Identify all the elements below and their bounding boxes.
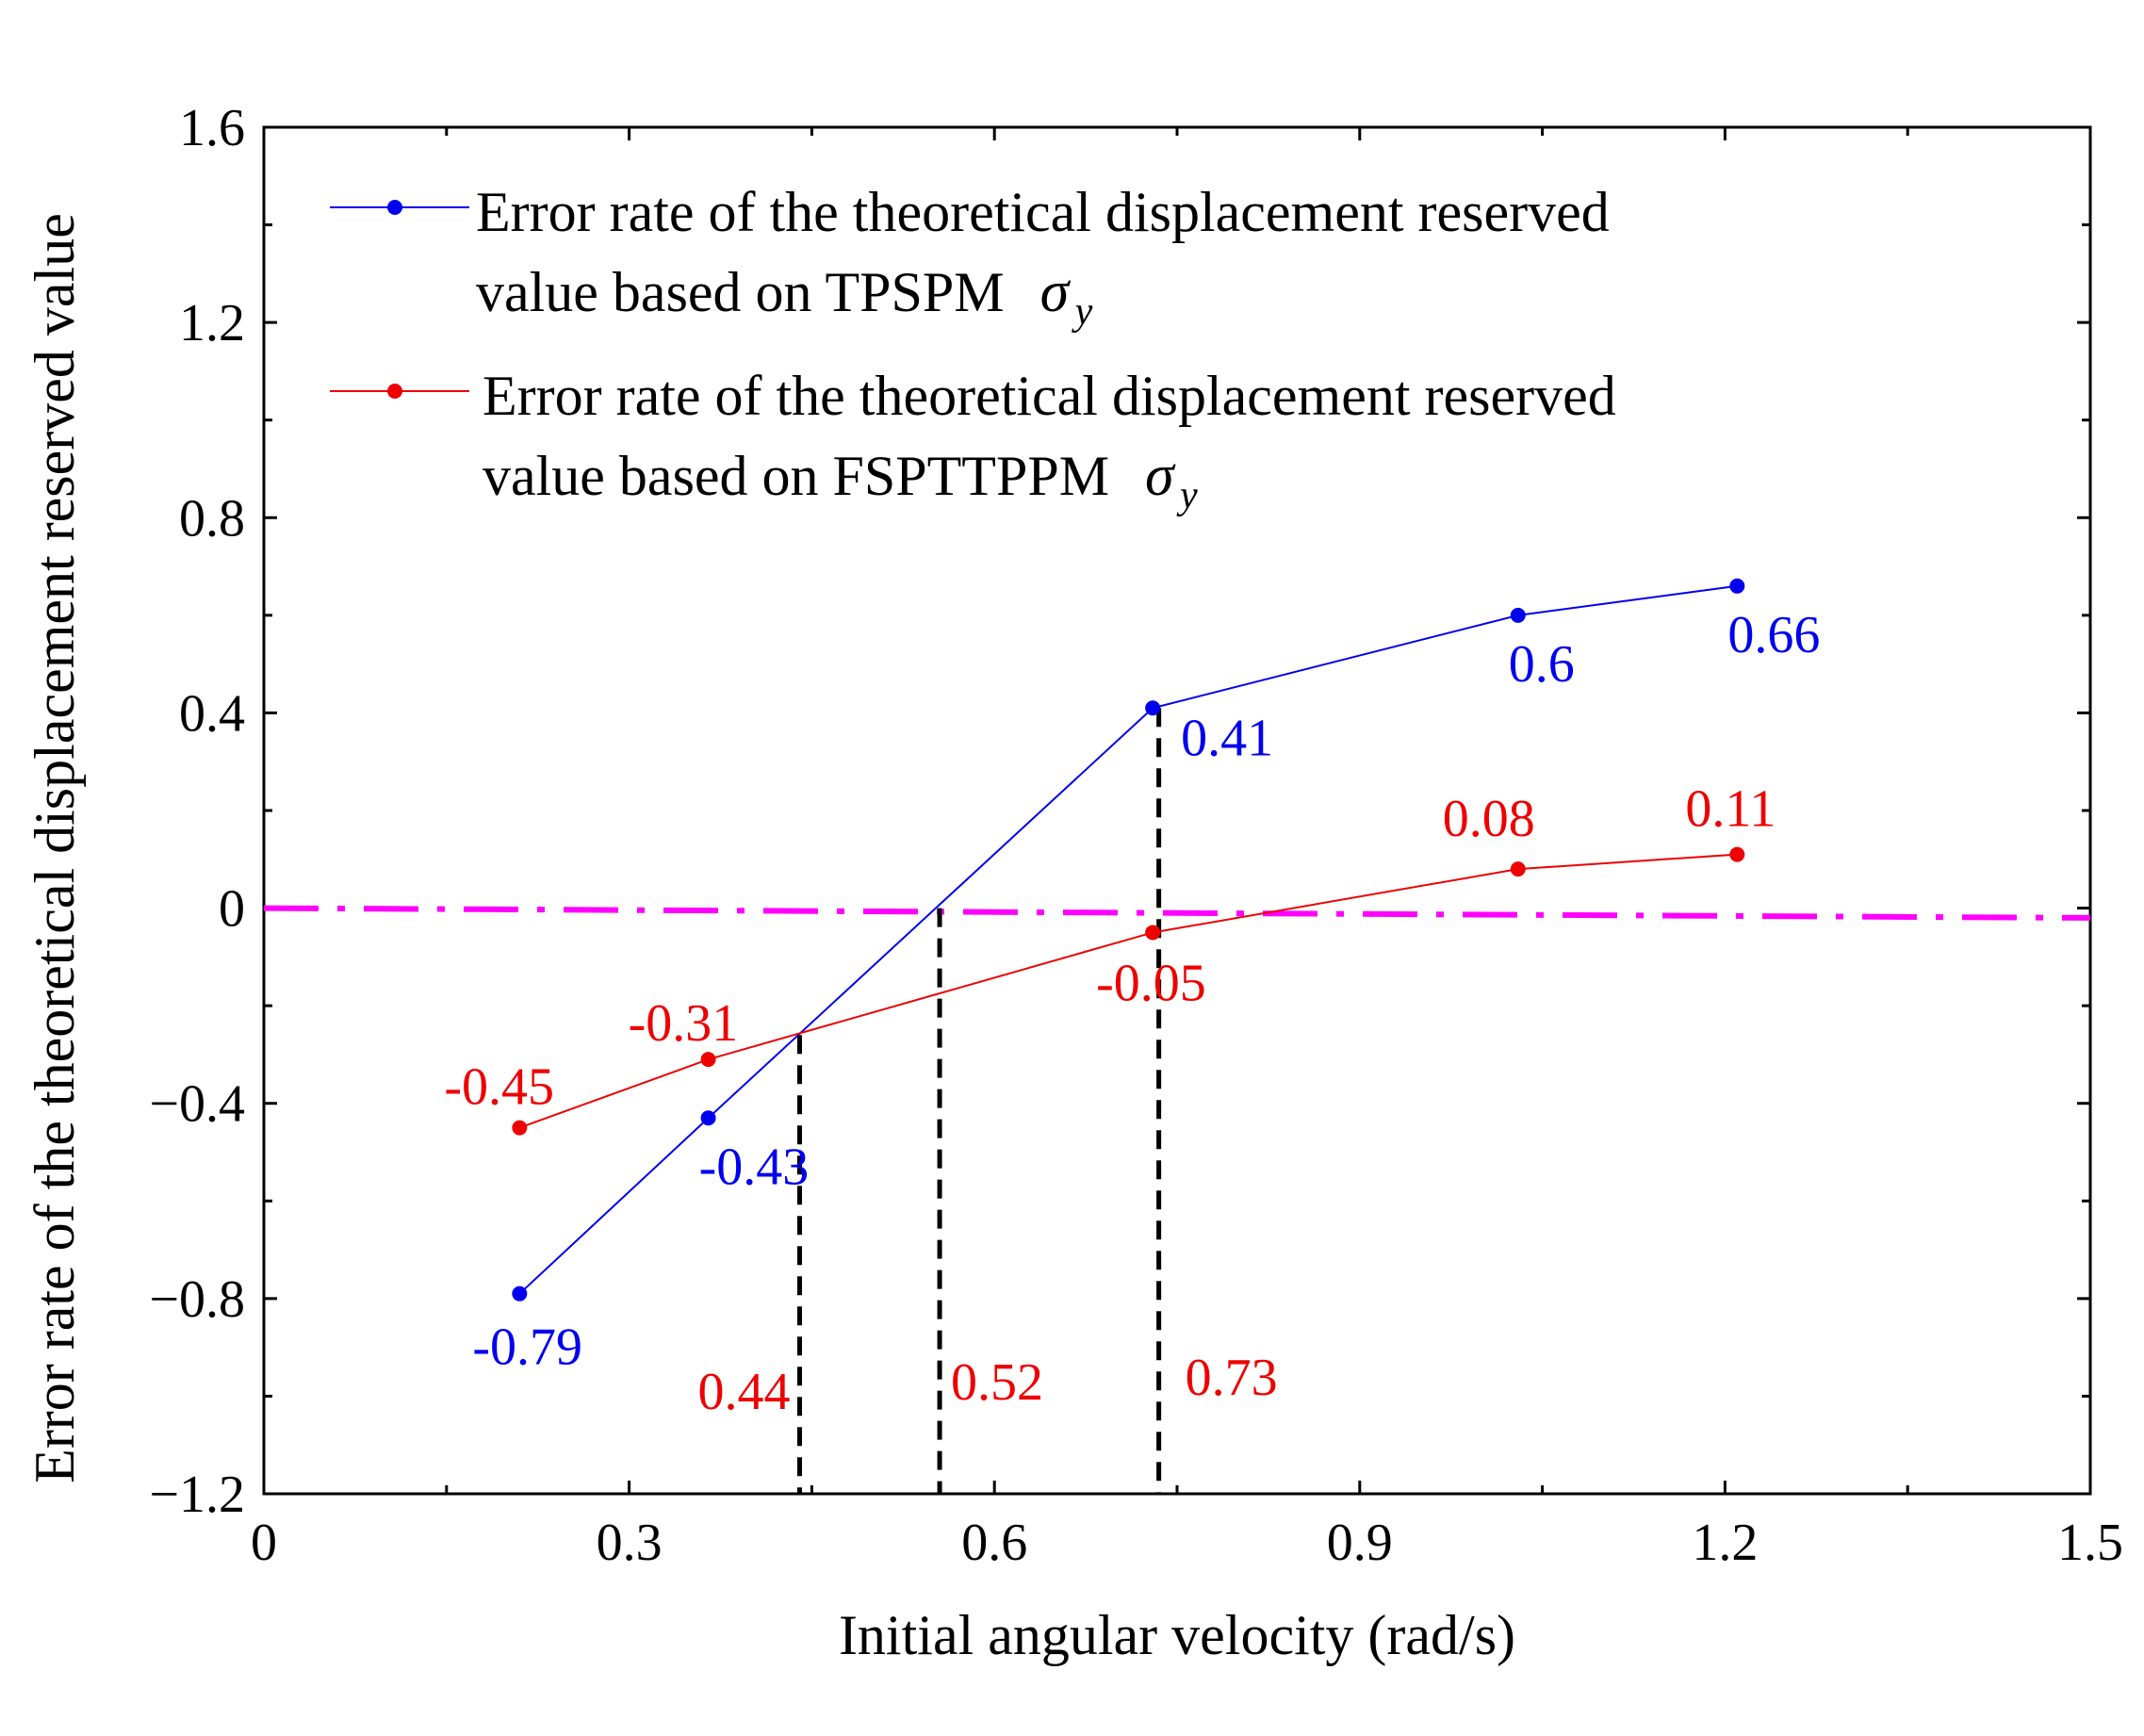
legend-text-line1: Error rate of the theoretical displaceme… [476,181,1610,243]
data-label: 0.66 [1727,606,1820,664]
data-point [1145,925,1161,941]
plot-frame [262,125,2092,1496]
legend-marker-0 [387,200,402,215]
data-point [1510,861,1526,877]
data-label: -0.45 [444,1058,554,1117]
zero-reference-layer [263,905,2091,921]
y-axis-title: Error rate of the theoretical displaceme… [24,213,86,1483]
axes: 0 0.3 0.6 0.9 1.2 1.5 −1.2 −0.8 −0.4 0 0.4 0.8 1.2 1.… [24,99,2123,1666]
x-tick-label: 0.3 [597,1514,663,1572]
x-tick-label: 0.6 [961,1514,1027,1572]
y-tick-label: −0.4 [149,1075,245,1134]
x-tick-label: 0.9 [1327,1514,1393,1572]
y-tick-label: 0 [219,880,245,939]
legend-text-line2: value based on FSPTTPPM [483,445,1109,507]
series-layer: -0.79 -0.43 0.41 0.6 0.66 -0.45 -0.31 -0.05 0.08… [444,578,1820,1377]
data-point [700,1110,716,1126]
data-point [1510,607,1526,623]
legend-sigma-subscript: y [1072,290,1093,334]
data-point [512,1120,528,1136]
y-tick-label: 1.2 [179,294,245,352]
legend-text-line1: Error rate of the theoretical displaceme… [483,365,1616,427]
intersection-label: 0.44 [697,1363,790,1421]
data-point [1729,846,1745,862]
x-tick-label: 0 [251,1514,277,1572]
data-label: 0.08 [1443,790,1535,848]
data-label: 0.41 [1181,709,1273,767]
x-tick-label: 1.2 [1692,1514,1758,1572]
data-point [1145,700,1161,716]
intersection-marker-layer: 0.44 0.52 0.73 [697,708,1278,1494]
data-point [1729,578,1745,594]
intersection-label: 0.73 [1186,1349,1278,1407]
legend-text-line2: value based on TPSPM [476,261,1005,323]
y-tick-label: 0.8 [179,489,245,548]
intersection-label: 0.52 [951,1353,1043,1412]
legend-marker-1 [387,384,402,399]
data-label: -0.05 [1096,954,1206,1012]
x-tick-label: 1.5 [2057,1514,2123,1572]
data-label: -0.43 [699,1138,810,1196]
zero-reference-line [263,905,2091,921]
data-point [700,1052,716,1068]
legend-sigma-symbol: σ [1145,444,1176,508]
x-axis-title: Initial angular velocity (rad/s) [839,1604,1515,1666]
data-label: 0.11 [1685,780,1776,839]
y-tick-label: −1.2 [149,1466,245,1524]
legend-sigma-subscript: y [1176,474,1198,517]
data-label: -0.31 [629,994,739,1053]
y-tick-label: 0.4 [179,684,245,743]
y-tick-label: −0.8 [149,1270,245,1329]
legend-sigma-symbol: σ [1040,260,1072,324]
y-tick-label: 1.6 [179,99,245,157]
data-label: 0.6 [1509,635,1575,694]
data-label: -0.79 [472,1318,582,1377]
data-point [512,1286,528,1302]
legend: Error rate of the theoretical displaceme… [330,181,1616,517]
